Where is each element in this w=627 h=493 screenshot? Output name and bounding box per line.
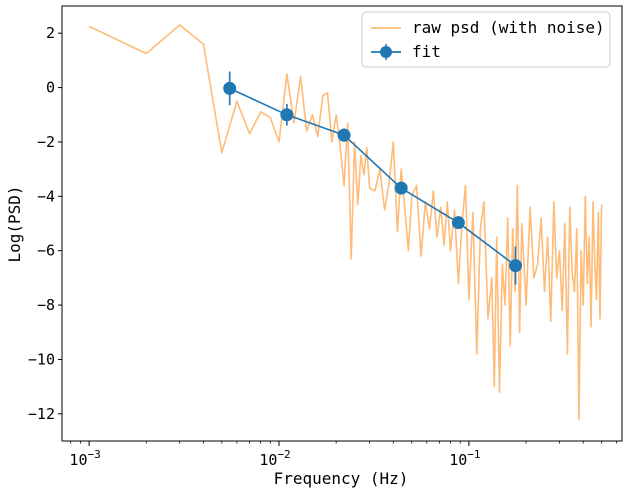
x-tick-exponent: −1 (467, 448, 480, 461)
fit-point (223, 81, 237, 95)
legend-fit-marker (380, 46, 392, 58)
legend: raw psd (with noise) fit (361, 11, 611, 68)
y-tick-label: −10 (28, 350, 55, 368)
fit-point (451, 216, 465, 230)
x-tick-base: 10 (449, 451, 467, 469)
fit-line (229, 87, 516, 267)
legend-box (361, 11, 611, 68)
plot-area (88, 24, 603, 421)
y-tick-label: −12 (28, 405, 55, 423)
y-tick-label: −6 (37, 242, 55, 260)
y-tick-label: −4 (37, 187, 55, 205)
y-tick-label: −2 (37, 133, 55, 151)
x-tick-label: 10−1 (449, 448, 480, 469)
legend-fit-label: fit (412, 42, 441, 61)
x-tick-base: 10 (69, 451, 87, 469)
x-tick-label: 10−3 (69, 448, 100, 469)
x-axis-label: Frequency (Hz) (274, 469, 409, 488)
x-tick-base: 10 (259, 451, 277, 469)
fit-point (337, 128, 351, 142)
x-tick-label: 10−2 (259, 448, 290, 469)
y-tick-label: −8 (37, 296, 55, 314)
axes-frame (61, 5, 623, 442)
x-tick-exponent: −2 (277, 448, 290, 461)
legend-raw-label: raw psd (with noise) (412, 18, 605, 37)
fit-point (509, 259, 523, 273)
x-tick-exponent: −3 (87, 448, 100, 461)
raw-psd-line (88, 24, 603, 421)
y-tick-label: 0 (46, 79, 55, 97)
fit-point (394, 181, 408, 195)
y-tick-label: 2 (46, 24, 55, 42)
y-axis-label: Log(PSD) (5, 185, 24, 262)
fit-point (280, 108, 294, 122)
